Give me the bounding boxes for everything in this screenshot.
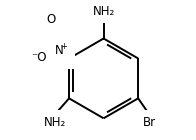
Text: O: O xyxy=(46,13,55,26)
Text: NH₂: NH₂ xyxy=(44,116,66,129)
Text: Br: Br xyxy=(142,116,156,129)
Text: ⁻O: ⁻O xyxy=(32,51,47,64)
Text: +: + xyxy=(60,42,67,51)
Text: N: N xyxy=(54,44,63,57)
Text: NH₂: NH₂ xyxy=(93,4,115,18)
